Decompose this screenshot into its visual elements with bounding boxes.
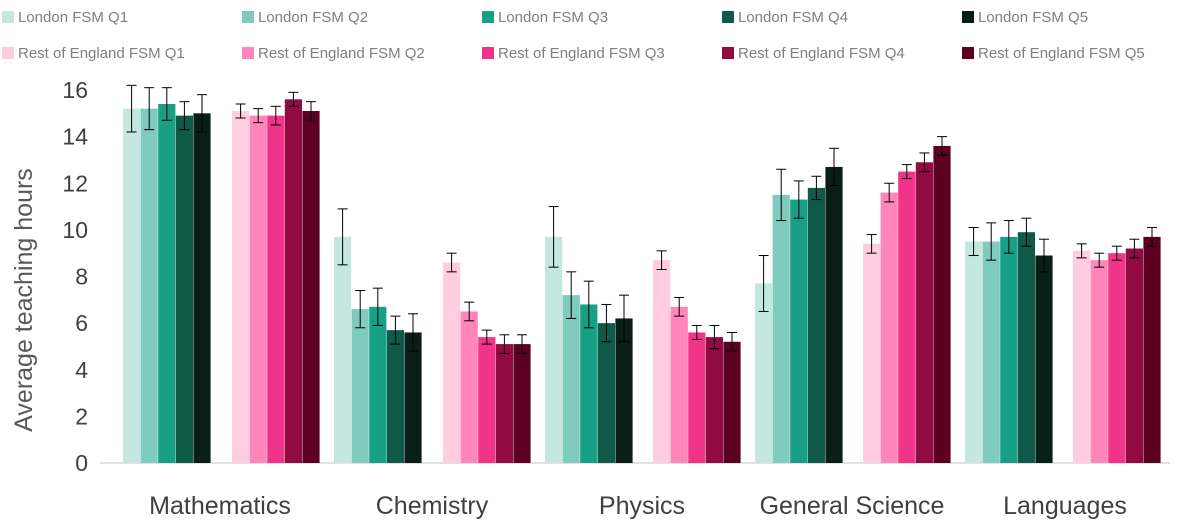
legend-swatch [482,11,494,23]
bar [369,306,387,463]
y-tick-label: 14 [62,124,88,150]
y-tick-label: 2 [75,403,88,429]
legend-label: London FSM Q1 [18,9,128,26]
bar [807,187,825,463]
bar [267,115,285,464]
legend-label: London FSM Q2 [258,9,368,26]
legend-label: Rest of England FSM Q4 [738,45,905,62]
bar [1017,232,1035,463]
bar [562,295,580,463]
legend-swatch [962,47,974,59]
bar [478,337,496,463]
legend: London FSM Q1 London FSM Q2 London FSM Q3 L… [2,9,1145,62]
legend-swatch [962,11,974,23]
bar [140,108,158,464]
legend-swatch [242,47,254,59]
y-tick-label: 6 [75,310,88,336]
bar [175,115,193,464]
legend-label: London FSM Q5 [978,9,1088,26]
bar [1143,236,1161,463]
error-bars [126,84,1157,354]
legend-swatch [2,11,14,23]
bar [982,241,1000,463]
y-tick-label: 0 [75,450,88,476]
bar [933,145,951,463]
bar [653,260,671,463]
bar [670,306,688,463]
bar [915,162,933,464]
bar [302,110,320,463]
y-tick-label: 10 [62,217,88,243]
legend-swatch [242,11,254,23]
bar [580,304,598,463]
legend-swatch [722,11,734,23]
bar [495,344,513,463]
bar [193,113,211,463]
bar [249,115,267,464]
bar [123,108,141,464]
bar [460,311,478,463]
bar [1073,250,1091,463]
bar [755,283,773,463]
bars [123,99,1161,464]
bar [158,103,176,464]
category-label: Chemistry [376,492,489,520]
y-tick-label: 12 [62,170,88,196]
legend-swatch [2,47,14,59]
bar [965,241,983,463]
legend-label: Rest of England FSM Q3 [498,45,665,62]
bar [513,344,531,463]
bar [615,318,633,463]
bar [705,337,723,463]
bar [772,194,790,463]
category-label: Languages [1003,492,1127,520]
bar [284,99,302,463]
legend-swatch [722,47,734,59]
bar [597,323,615,463]
legend-label: Rest of England FSM Q2 [258,45,425,62]
bar [443,262,461,463]
category-label: General Science [760,492,945,520]
bar [790,199,808,463]
category-label: Mathematics [149,492,291,520]
y-tick-label: 8 [75,264,88,290]
bar [232,110,250,463]
bar [1000,236,1018,463]
y-axis-title: Average teaching hours [10,168,38,432]
category-labels: Mathematics Chemistry Physics General Scien… [149,492,1127,520]
category-label: Physics [599,492,685,520]
bar [1035,255,1053,463]
bar [863,243,881,463]
legend-label: Rest of England FSM Q5 [978,45,1145,62]
bar [898,171,916,463]
bar [1125,248,1143,463]
bar [1090,260,1108,463]
legend-label: London FSM Q3 [498,9,608,26]
bar [688,332,706,463]
bar [351,309,369,463]
legend-label: London FSM Q4 [738,9,848,26]
bar [723,341,741,463]
legend-label: Rest of England FSM Q1 [18,45,185,62]
y-tick-label: 4 [75,357,88,383]
bar [545,236,563,463]
bar [825,166,843,463]
legend-swatch [482,47,494,59]
bar [880,192,898,463]
bar [334,236,352,463]
y-axis-ticks: 0 2 4 6 8 10 12 14 16 [62,77,88,476]
bar [1108,253,1126,463]
bar [386,330,404,463]
bar [404,332,422,463]
y-tick-label: 16 [62,77,88,103]
